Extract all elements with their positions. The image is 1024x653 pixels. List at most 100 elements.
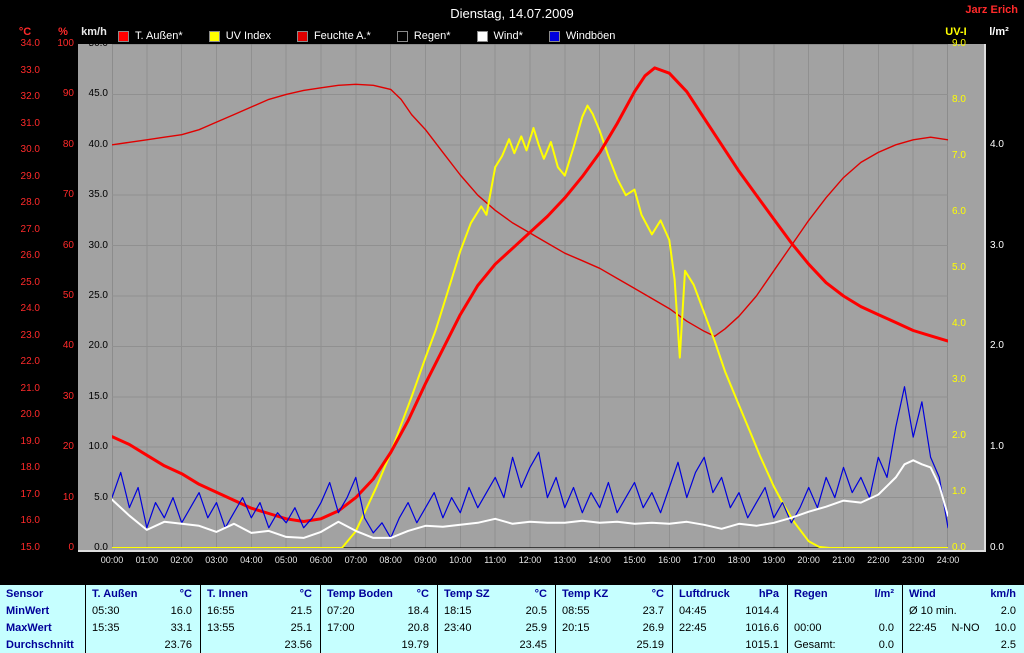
chart-panel: [78, 44, 986, 552]
table-cell-text: 19.79: [401, 638, 429, 651]
table-cell-text: Durchschnitt: [6, 638, 74, 651]
legend-item: Regen*: [396, 30, 451, 42]
y-tick-temp: 34.0: [20, 38, 40, 49]
stats-table: Sensor T. Außen °C T. Innen °C Temp Boden °C Te…: [0, 585, 1024, 653]
y-tick-temp: 21.0: [20, 382, 40, 394]
x-tick: 10:00: [449, 555, 472, 565]
table-max-cell: 13:55 25.1: [200, 619, 320, 636]
table-cell-text: °C: [534, 587, 547, 600]
axis-unit-temp: °C: [18, 26, 32, 38]
table-header-cell: Temp Boden °C: [320, 585, 437, 602]
legend-swatch-icon: [476, 30, 488, 42]
x-tick: 13:00: [553, 555, 577, 565]
table-cell-text: Gesamt:: [794, 638, 836, 651]
table-row-label-max: MaxWert: [0, 619, 85, 636]
table-cell-text: 20.5: [525, 604, 547, 617]
y-tick-rain: 2.0: [990, 340, 1004, 352]
y-tick-temp: 31.0: [20, 117, 40, 129]
table-cell-text: 33.1: [170, 621, 192, 634]
table-cell-text: 20:15: [562, 621, 590, 634]
legend-label: Windböen: [565, 30, 616, 42]
x-tick: 17:00: [692, 555, 716, 565]
y-tick-temp: 22.0: [20, 356, 40, 368]
legend-item: UV Index: [208, 30, 271, 42]
table-cell-text: 23.56: [284, 638, 312, 651]
series-windboeen: [112, 386, 948, 539]
y-tick-temp: 18.0: [20, 462, 40, 474]
table-cell-text: MinWert: [6, 604, 50, 617]
table-cell-text: Regen: [794, 587, 828, 600]
table-avg-cell: 23.56: [200, 636, 320, 653]
plot-area: [112, 44, 948, 548]
y-tick-rain: 0.0: [990, 542, 1004, 553]
table-max-cell: 22:45 N-NO 10.0: [902, 619, 1024, 636]
legend-item: T. Außen*: [118, 30, 183, 42]
table-max-cell: 20:15 26.9: [555, 619, 672, 636]
table-header-cell: Wind km/h: [902, 585, 1024, 602]
table-cell-text: 16:55: [207, 604, 235, 617]
table-avg-cell: Gesamt: 0.0: [787, 636, 902, 653]
x-tick: 11:00: [484, 555, 507, 565]
y-tick-temp: 32.0: [20, 91, 40, 103]
y-tick-rain: 4.0: [990, 138, 1004, 150]
page-title: Dienstag, 14.07.2009: [450, 6, 574, 21]
table-min-cell: Ø 10 min. 2.0: [902, 602, 1024, 619]
table-cell-text: 26.9: [642, 621, 664, 634]
table-cell-text: Temp KZ: [562, 587, 609, 600]
table-cell-text: 0.0: [878, 621, 894, 634]
table-max-cell: 22:45 1016.6: [672, 619, 787, 636]
y-tick-temp: 28.0: [20, 197, 40, 209]
table-cell-text: Temp Boden: [327, 587, 393, 600]
y-tick-temp: 25.0: [20, 276, 40, 288]
x-tick: 12:00: [518, 555, 542, 565]
table-cell-text: 08:55: [562, 604, 590, 617]
y-tick-temp: 20.0: [20, 409, 40, 421]
x-tick: 24:00: [936, 555, 960, 565]
table-cell-text: 20.8: [407, 621, 429, 634]
y-tick-pct: 70: [62, 189, 74, 201]
y-tick-temp: 29.0: [20, 170, 40, 182]
legend-label: Wind*: [493, 30, 523, 42]
table-cell-text: °C: [179, 587, 192, 600]
legend-swatch-icon: [396, 30, 408, 42]
legend-item: Wind*: [476, 30, 523, 42]
y-tick-temp: 16.0: [20, 515, 40, 527]
legend-swatch-icon: [208, 30, 220, 42]
legend-swatch-icon: [118, 30, 129, 42]
table-cell-text: 00:00: [794, 621, 822, 634]
x-tick: 04:00: [240, 555, 263, 565]
legend-label: Feuchte A.*: [313, 30, 371, 42]
table-cell-text: 23.76: [164, 638, 192, 651]
table-cell-text: 25.1: [290, 621, 312, 634]
y-tick-pct: 80: [62, 138, 74, 150]
y-tick-pct: 0: [68, 542, 74, 553]
legend-item: Windböen: [548, 30, 616, 42]
legend-label: UV Index: [225, 30, 271, 42]
table-cell-text: 21.5: [290, 604, 312, 617]
x-tick: 07:00: [344, 555, 368, 565]
table-cell-text: °C: [416, 587, 429, 600]
x-tick: 23:00: [901, 555, 925, 565]
y-tick-pct: 40: [62, 340, 74, 352]
table-min-cell: 07:20 18.4: [320, 602, 437, 619]
table-row-label-min: MinWert: [0, 602, 85, 619]
table-row-label-avg: Durchschnitt: [0, 636, 85, 653]
table-cell-text: 22:45: [679, 621, 707, 634]
x-tick: 05:00: [274, 555, 298, 565]
x-tick: 00:00: [100, 555, 124, 565]
table-min-cell: 04:45 1014.4: [672, 602, 787, 619]
axis-unit-rain: l/m²: [989, 26, 1009, 38]
table-cell-text: 2.5: [1000, 638, 1016, 651]
series-t-aussen: [112, 66, 948, 523]
y-tick-pct: 20: [62, 441, 74, 453]
y-tick-temp: 15.0: [20, 542, 40, 553]
y-tick-pct: 10: [62, 491, 74, 503]
table-cell-text: 2.0: [1000, 604, 1016, 617]
series-uv-index: [112, 104, 948, 548]
table-cell-text: 05:30: [92, 604, 120, 617]
y-tick-temp: 30.0: [20, 144, 40, 156]
x-tick: 16:00: [658, 555, 681, 565]
axis-unit-uv: UV-I: [945, 26, 967, 38]
table-max-cell: 00:00 0.0: [787, 619, 902, 636]
